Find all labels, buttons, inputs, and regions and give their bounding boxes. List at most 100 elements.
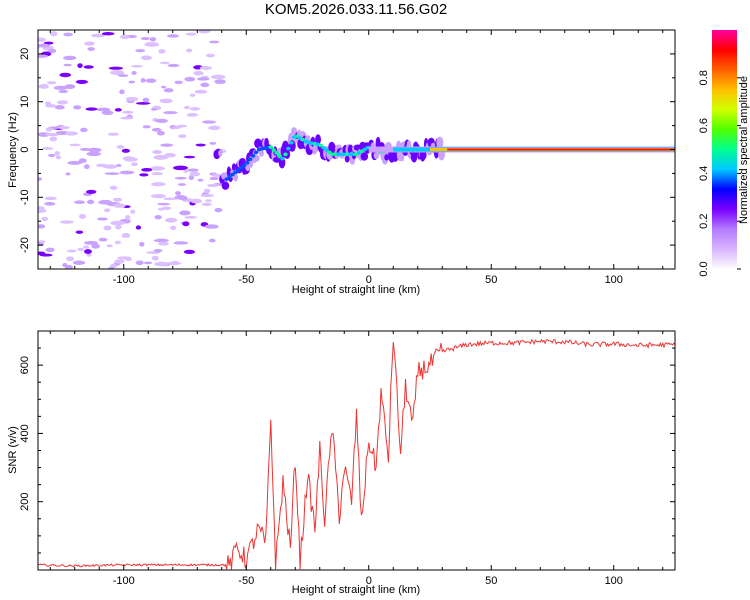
noise-blob	[214, 207, 223, 213]
signal-spread	[218, 149, 223, 157]
noise-blob	[86, 151, 102, 157]
noise-blob	[183, 249, 195, 255]
noise-blob	[163, 197, 178, 201]
noise-blob	[150, 194, 166, 199]
noise-blob	[86, 253, 92, 257]
noise-blob	[135, 101, 151, 105]
noise-blob	[125, 97, 139, 102]
noise-blob	[163, 88, 174, 93]
spectrogram-noise-blobs	[38, 30, 227, 269]
signal-spread	[258, 149, 264, 157]
signal-spread	[231, 163, 237, 171]
noise-blob	[150, 108, 157, 111]
noise-blob	[63, 63, 72, 67]
noise-blob	[167, 34, 180, 38]
noise-blob	[53, 85, 68, 90]
noise-blob	[141, 168, 153, 172]
noise-blob	[103, 225, 112, 231]
noise-blob	[104, 208, 111, 213]
noise-blob	[121, 148, 131, 153]
signal-core	[324, 148, 329, 152]
noise-blob	[200, 193, 215, 198]
noise-blob	[49, 136, 58, 142]
noise-blob	[170, 225, 177, 231]
noise-blob	[151, 182, 166, 187]
x-tick-label: 100	[605, 575, 623, 587]
signal-core	[247, 157, 253, 162]
signal-core	[245, 160, 250, 165]
snr-x-ticks: -100 -50 0 50 100	[49, 331, 664, 587]
noise-blob	[56, 100, 69, 105]
snr-y-ticks: 200 400 600	[19, 330, 675, 571]
signal-core	[250, 154, 256, 158]
noise-blob	[177, 183, 186, 186]
noise-blob	[128, 80, 136, 84]
noise-blob	[200, 82, 210, 88]
snr-series-line	[38, 338, 675, 570]
noise-blob	[183, 169, 189, 173]
x-tick-label: -50	[238, 575, 254, 587]
colorbar-tick-label: 0.0	[698, 261, 710, 276]
y-tick-label: 600	[19, 356, 31, 374]
y-tick-label: 0	[19, 146, 31, 152]
noise-blob	[45, 132, 60, 137]
colorbar-tick-label: 0.8	[698, 70, 710, 85]
noise-blob	[66, 249, 77, 253]
noise-blob	[202, 120, 217, 124]
noise-blob	[41, 216, 49, 221]
noise-blob	[77, 247, 84, 252]
noise-blob	[54, 151, 61, 156]
noise-blob	[77, 63, 83, 69]
noise-blob	[80, 127, 88, 133]
noise-blob	[154, 261, 169, 267]
noise-blob	[114, 240, 122, 245]
signal-spread	[436, 136, 444, 149]
noise-blob	[115, 224, 122, 230]
noise-blob	[209, 40, 220, 44]
colorbar-tick-label: 0.2	[698, 214, 710, 229]
signal-spread	[315, 134, 321, 145]
noise-blob	[151, 171, 164, 176]
noise-blob	[207, 183, 219, 188]
noise-blob	[38, 37, 47, 42]
snr-xlabel: Height of straight line (km)	[292, 584, 420, 596]
noise-blob	[157, 202, 170, 206]
noise-blob	[201, 202, 212, 207]
noise-blob	[74, 200, 86, 205]
noise-blob	[160, 85, 167, 89]
colorbar-ticks: 0.0 0.2 0.4 0.6 0.8	[698, 70, 741, 277]
y-tick-label: -10	[19, 189, 31, 205]
noise-blob	[158, 241, 169, 246]
noise-blob	[142, 97, 150, 103]
noise-blob	[131, 71, 137, 75]
noise-blob	[121, 110, 134, 114]
noise-blob	[151, 127, 162, 132]
noise-blob	[86, 189, 97, 194]
x-tick-label: 50	[485, 575, 497, 587]
snr-panel: -100 -50 0 50 100 200 400 600 Height of straig…	[7, 330, 676, 596]
noise-blob	[123, 157, 138, 162]
noise-blob	[159, 61, 170, 65]
signal-core	[268, 145, 273, 149]
noise-blob	[156, 130, 165, 136]
signal-spread	[373, 152, 380, 160]
signal-core	[239, 165, 244, 170]
noise-blob	[57, 125, 71, 130]
noise-blob	[140, 36, 150, 41]
spectrogram-x-ticks: -100 -50 0 50 100	[49, 30, 664, 286]
noise-blob	[151, 255, 159, 261]
x-tick-label: -100	[113, 274, 135, 286]
noise-blob	[83, 65, 94, 69]
chart-title: KOM5.2026.033.11.56.G02	[265, 1, 447, 18]
signal-core	[274, 151, 279, 155]
noise-blob	[155, 118, 168, 123]
noise-blob	[135, 260, 144, 266]
signal-core	[242, 163, 247, 168]
noise-blob	[72, 161, 81, 165]
signal-core	[227, 175, 232, 179]
signal-spread	[360, 152, 369, 161]
noise-blob	[186, 48, 193, 53]
noise-blob	[64, 84, 76, 90]
noise-blob	[174, 195, 187, 200]
snr-ylabel: SNR (v/v)	[7, 426, 19, 474]
